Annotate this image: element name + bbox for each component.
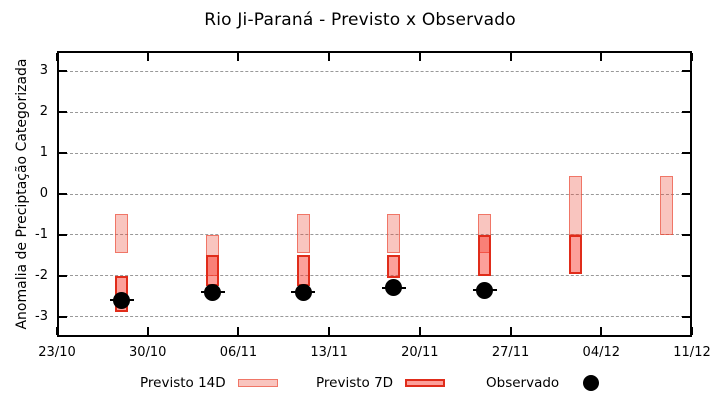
y-tick-label: 2: [39, 104, 48, 120]
y-tick-right: [682, 193, 690, 195]
x-tick-label: 20/11: [401, 345, 439, 360]
x-tick-bottom: [600, 327, 603, 335]
legend-label-previsto-14d: Previsto 14D: [140, 375, 226, 391]
chart-title: Rio Ji-Paraná - Previsto x Observado: [204, 10, 516, 30]
legend-swatch-previsto-7d-icon: [405, 379, 446, 387]
observado-point: [385, 279, 403, 297]
y-gridline: [60, 193, 689, 195]
y-gridline: [60, 152, 689, 154]
previsto-14d-bar: [115, 214, 129, 254]
x-tick-bottom: [56, 327, 58, 335]
observado-point: [204, 283, 221, 301]
x-tick-top: [237, 53, 240, 61]
x-tick-top: [600, 53, 603, 61]
y-tick-left: [59, 274, 67, 277]
x-tick-label: 06/11: [219, 345, 258, 360]
y-tick-left: [59, 193, 67, 195]
x-tick-label: 23/10: [38, 345, 76, 360]
y-tick-label: 3: [39, 63, 48, 79]
x-tick-top: [418, 53, 421, 61]
previsto-7d-bar: [296, 255, 310, 286]
legend-dot-observado-icon: [583, 375, 600, 391]
previsto-14d-bar: [206, 234, 219, 276]
legend-item-previsto-7d: Previsto 7D: [316, 371, 446, 395]
y-gridline: [60, 234, 689, 236]
y-tick-right: [682, 274, 690, 277]
x-tick-bottom: [237, 327, 240, 335]
x-tick-top: [146, 53, 149, 61]
legend-item-previsto-14d: Previsto 14D: [140, 371, 278, 395]
y-tick-left: [59, 111, 67, 114]
x-tick-bottom: [509, 327, 512, 335]
y-tick-right: [682, 152, 690, 155]
x-tick-label: 27/11: [491, 345, 530, 360]
x-tick-bottom: [418, 327, 421, 335]
x-tick-top: [56, 53, 58, 61]
y-tick-left: [59, 152, 67, 155]
previsto-14d-bar: [387, 214, 401, 254]
y-tick-right: [682, 111, 690, 114]
y-tick-label: 0: [39, 186, 48, 201]
y-tick-label: 1: [39, 145, 48, 161]
previsto-7d-bar: [206, 255, 219, 286]
y-gridline: [60, 111, 689, 113]
y-tick-left: [59, 315, 67, 318]
y-tick-left: [59, 70, 67, 73]
x-tick-label: 11/12: [673, 345, 711, 360]
legend-item-observado: Observado: [486, 371, 600, 395]
y-tick-left: [59, 233, 67, 236]
y-tick-right: [682, 70, 690, 73]
x-tick-bottom: [146, 327, 149, 335]
x-tick-label: 13/11: [310, 345, 348, 360]
previsto-14d-bar: [296, 214, 310, 254]
x-tick-top: [328, 53, 331, 61]
y-tick-label: -3: [35, 308, 48, 324]
y-gridline: [60, 316, 689, 318]
plot-area: [57, 51, 692, 337]
observado-point: [113, 291, 131, 309]
x-tick-top: [509, 53, 512, 61]
x-tick-top: [691, 53, 693, 61]
x-tick-bottom: [328, 327, 331, 335]
previsto-14d-bar: [659, 175, 673, 235]
y-gridline: [60, 275, 689, 277]
y-tick-right: [682, 233, 690, 236]
observado-point: [294, 283, 312, 301]
y-tick-right: [682, 315, 690, 318]
previsto-14d-bar: [568, 175, 582, 235]
legend: Previsto 14D Previsto 7D Observado: [0, 371, 720, 395]
legend-label-observado: Observado: [486, 375, 560, 391]
previsto-7d-bar: [568, 234, 582, 274]
observado-point: [476, 281, 494, 299]
previsto-14d-bar: [478, 214, 492, 254]
legend-label-previsto-7d: Previsto 7D: [316, 375, 394, 391]
previsto-7d-bar: [478, 234, 492, 276]
y-gridline: [60, 70, 689, 72]
x-tick-bottom: [691, 327, 693, 335]
y-tick-label: -2: [35, 267, 48, 283]
previsto-7d-bar: [387, 255, 401, 278]
y-tick-label: -1: [35, 226, 48, 242]
legend-swatch-previsto-14d-icon: [237, 379, 278, 387]
x-tick-label: 30/10: [128, 345, 167, 360]
x-tick-label: 04/12: [582, 345, 621, 360]
